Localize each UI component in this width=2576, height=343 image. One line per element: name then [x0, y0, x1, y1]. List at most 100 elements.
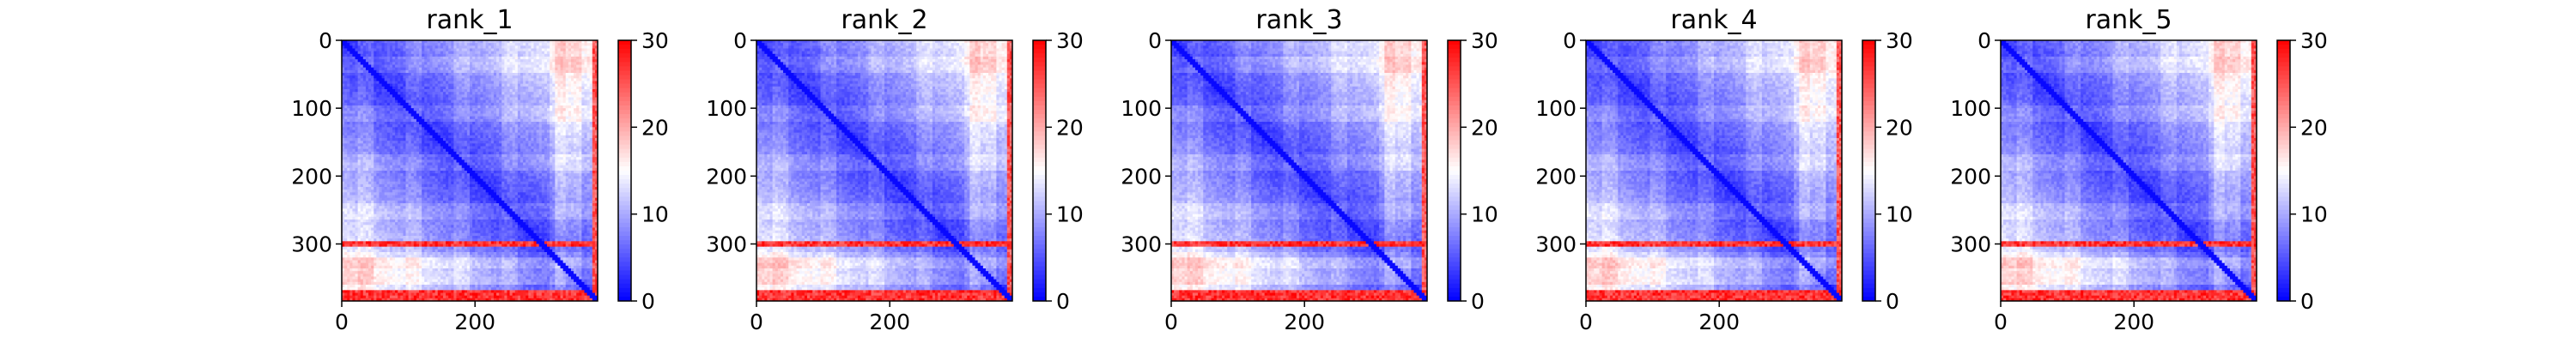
heatmap-cell	[581, 117, 585, 120]
heatmap-cell	[544, 135, 548, 139]
heatmap-cell	[451, 65, 454, 69]
heatmap-cell	[486, 70, 489, 74]
heatmap-cell	[344, 45, 348, 49]
heatmap-cell	[510, 111, 513, 114]
heatmap-cell	[429, 65, 433, 69]
heatmap-cell	[550, 81, 553, 85]
heatmap-cell	[494, 103, 497, 106]
heatmap-cell	[448, 114, 452, 117]
heatmap-cell	[592, 65, 596, 69]
heatmap-cell	[576, 43, 580, 46]
heatmap-cell	[571, 108, 574, 111]
heatmap-cell	[398, 84, 401, 87]
heatmap-cell	[534, 117, 538, 120]
heatmap-cell	[480, 75, 483, 79]
heatmap-cell	[539, 94, 543, 98]
heatmap-cell	[555, 68, 558, 71]
heatmap-cell	[400, 138, 404, 141]
heatmap-cell	[571, 138, 574, 141]
heatmap-cell	[382, 141, 386, 144]
heatmap-cell	[579, 105, 582, 109]
heatmap-cell	[470, 138, 473, 141]
heatmap-cell	[344, 111, 348, 114]
heatmap-cell	[392, 73, 396, 76]
heatmap-cell	[566, 54, 569, 57]
heatmap-cell	[361, 78, 364, 81]
heatmap-cell	[542, 138, 545, 141]
heatmap-cell	[398, 105, 401, 109]
heatmap-cell	[392, 105, 396, 109]
heatmap-cell	[398, 59, 401, 63]
heatmap-cell	[414, 51, 417, 55]
heatmap-cell	[395, 127, 398, 130]
heatmap-cell	[544, 54, 548, 57]
heatmap-cell	[358, 51, 361, 55]
heatmap-cell	[555, 105, 558, 109]
heatmap-cell	[363, 65, 367, 69]
heatmap-cell	[453, 133, 457, 136]
heatmap-cell	[453, 68, 457, 71]
heatmap-cell	[358, 117, 361, 120]
heatmap-cell	[440, 51, 444, 55]
heatmap-cell	[352, 65, 355, 69]
heatmap-cell	[416, 130, 420, 134]
heatmap-cell	[480, 84, 483, 87]
heatmap-cell	[489, 68, 492, 71]
heatmap-cell	[520, 124, 524, 128]
heatmap-cell	[561, 133, 564, 136]
heatmap-cell	[385, 92, 388, 95]
heatmap-cell	[398, 98, 401, 101]
heatmap-cell	[392, 100, 396, 104]
heatmap-cell	[352, 143, 355, 147]
heatmap-cell	[344, 59, 348, 63]
heatmap-cell	[443, 73, 447, 76]
heatmap-cell	[443, 62, 447, 65]
heatmap-cell	[574, 89, 577, 93]
heatmap-cell	[363, 149, 367, 153]
heatmap-cell	[355, 98, 359, 101]
heatmap-cell	[491, 62, 495, 65]
heatmap-cell	[581, 133, 585, 136]
heatmap-cell	[411, 124, 415, 128]
heatmap-cell	[435, 84, 439, 87]
heatmap-cell	[518, 59, 521, 63]
heatmap-cell	[518, 119, 521, 123]
heatmap-cell	[371, 43, 374, 46]
heatmap-cell	[550, 87, 553, 90]
heatmap-cell	[494, 68, 497, 71]
heatmap-cell	[403, 119, 406, 123]
heatmap-cell	[552, 59, 556, 63]
heatmap-cell	[555, 45, 558, 49]
heatmap-cell	[483, 54, 487, 57]
heatmap-cell	[453, 54, 457, 57]
heatmap-cell	[581, 57, 585, 60]
heatmap-cell	[363, 133, 367, 136]
heatmap-cell	[483, 141, 487, 144]
heatmap-cell	[385, 98, 388, 101]
heatmap-cell	[385, 103, 388, 106]
heatmap-cell	[501, 57, 505, 60]
heatmap-cell	[520, 54, 524, 57]
heatmap-cell	[376, 78, 380, 81]
heatmap-cell	[409, 130, 412, 134]
heatmap-cell	[453, 143, 457, 147]
heatmap-cell	[352, 43, 355, 46]
heatmap-cell	[510, 68, 513, 71]
heatmap-cell	[433, 111, 436, 114]
heatmap-cell	[561, 127, 564, 130]
heatmap-cell	[435, 117, 439, 120]
heatmap-cell	[528, 100, 532, 104]
heatmap-cell	[470, 89, 473, 93]
heatmap-cell	[395, 54, 398, 57]
heatmap-cell	[501, 75, 505, 79]
heatmap-cell	[568, 122, 572, 125]
heatmap-cell	[480, 73, 483, 76]
heatmap-cell	[467, 143, 471, 147]
heatmap-cell	[574, 94, 577, 98]
heatmap-cell	[400, 100, 404, 104]
heatmap-cell	[504, 143, 507, 147]
heatmap-cell	[409, 92, 412, 95]
heatmap-cell	[406, 100, 410, 104]
heatmap-cell	[424, 114, 428, 117]
heatmap-cell	[547, 141, 550, 144]
